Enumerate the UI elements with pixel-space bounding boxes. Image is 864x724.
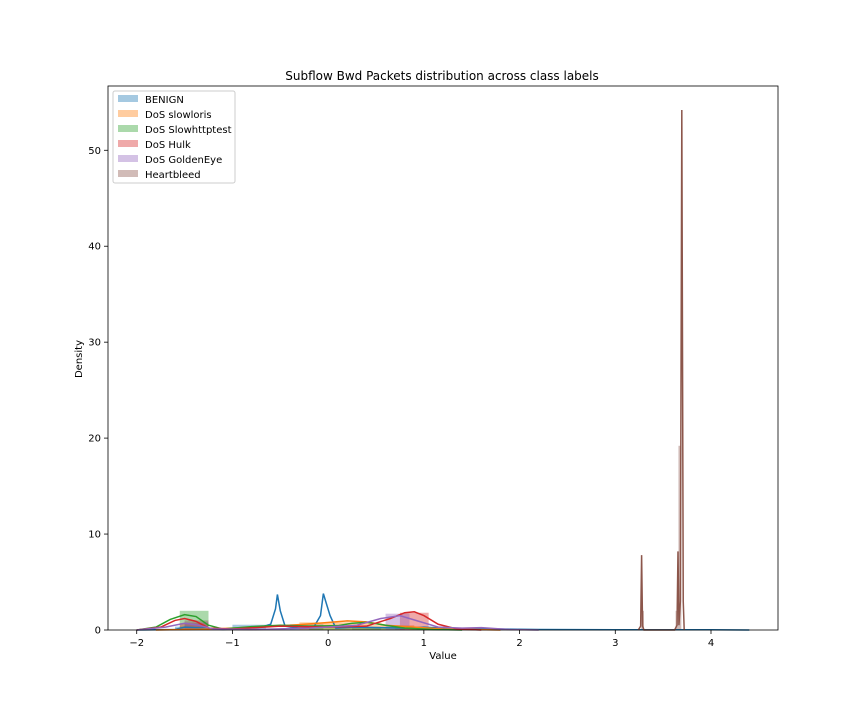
legend-swatch-benign (118, 95, 138, 102)
x-tick-label: 4 (708, 638, 714, 649)
y-tick-label: 30 (88, 338, 101, 349)
kde-line-dos-goldeneye (136, 614, 539, 631)
y-tick-label: 0 (95, 626, 101, 637)
hist-bar-dos-goldeneye-0 (184, 622, 209, 630)
legend-item-dos-goldeneye: DoS GoldenEye (118, 155, 222, 166)
y-tick-label: 40 (88, 242, 101, 253)
legend-item-benign: BENIGN (118, 95, 184, 106)
legend-item-heartbleed: Heartbleed (118, 170, 201, 181)
legend-item-dos-hulk: DoS Hulk (118, 140, 191, 151)
legend-item-dos-slowhttptest: DoS Slowhttptest (118, 125, 232, 136)
y-tick-label: 50 (88, 146, 101, 157)
legend-label-dos-hulk: DoS Hulk (145, 140, 191, 151)
y-tick-label: 20 (88, 434, 101, 445)
legend-swatch-heartbleed (118, 170, 138, 177)
x-tick-label: 0 (325, 638, 331, 649)
legend-label-heartbleed: Heartbleed (145, 170, 201, 181)
legend-swatch-dos-slowhttptest (118, 125, 138, 132)
y-tick-label: 10 (88, 530, 101, 541)
y-axis: 0 10 20 30 40 50 (88, 146, 108, 637)
legend-label-dos-slowhttptest: DoS Slowhttptest (145, 125, 232, 136)
kde-line-dos-slowhttptest (136, 613, 463, 631)
legend-box (112, 90, 236, 184)
x-tick-label: 2 (516, 638, 522, 649)
x-tick-label: −2 (129, 638, 144, 649)
x-tick-label: −1 (225, 638, 240, 649)
hist-bar-dos-hulk-0 (179, 623, 209, 630)
legend: BENIGN DoS slowloris DoS Slowhttptest DoS H… (112, 90, 236, 184)
plot-frame (107, 85, 779, 631)
legend-label-dos-goldeneye: DoS GoldenEye (145, 155, 222, 166)
hist-bar-benign-0 (175, 626, 204, 630)
legend-swatch-dos-hulk (118, 140, 138, 147)
kde-layer (136, 109, 750, 631)
legend-label-dos-slowloris: DoS slowloris (145, 110, 212, 121)
legend-item-dos-slowloris: DoS slowloris (118, 110, 212, 121)
hist-bar-benign-3 (352, 626, 381, 630)
x-axis-label: Value (429, 651, 456, 662)
legend-swatch-dos-goldeneye (118, 155, 138, 162)
x-tick-label: 1 (421, 638, 427, 649)
kde-line-heartbleed (637, 109, 685, 631)
legend-swatch-dos-slowloris (118, 110, 138, 117)
legend-label-benign: BENIGN (145, 95, 184, 106)
hist-bar-dos-slowhttptest-1 (309, 627, 405, 630)
y-axis-label: Density (74, 340, 85, 378)
x-tick-label: 3 (612, 638, 618, 649)
x-axis: −2 −1 0 1 2 3 4 (129, 630, 714, 649)
chart-title: Subflow Bwd Packets distribution across … (285, 69, 599, 83)
